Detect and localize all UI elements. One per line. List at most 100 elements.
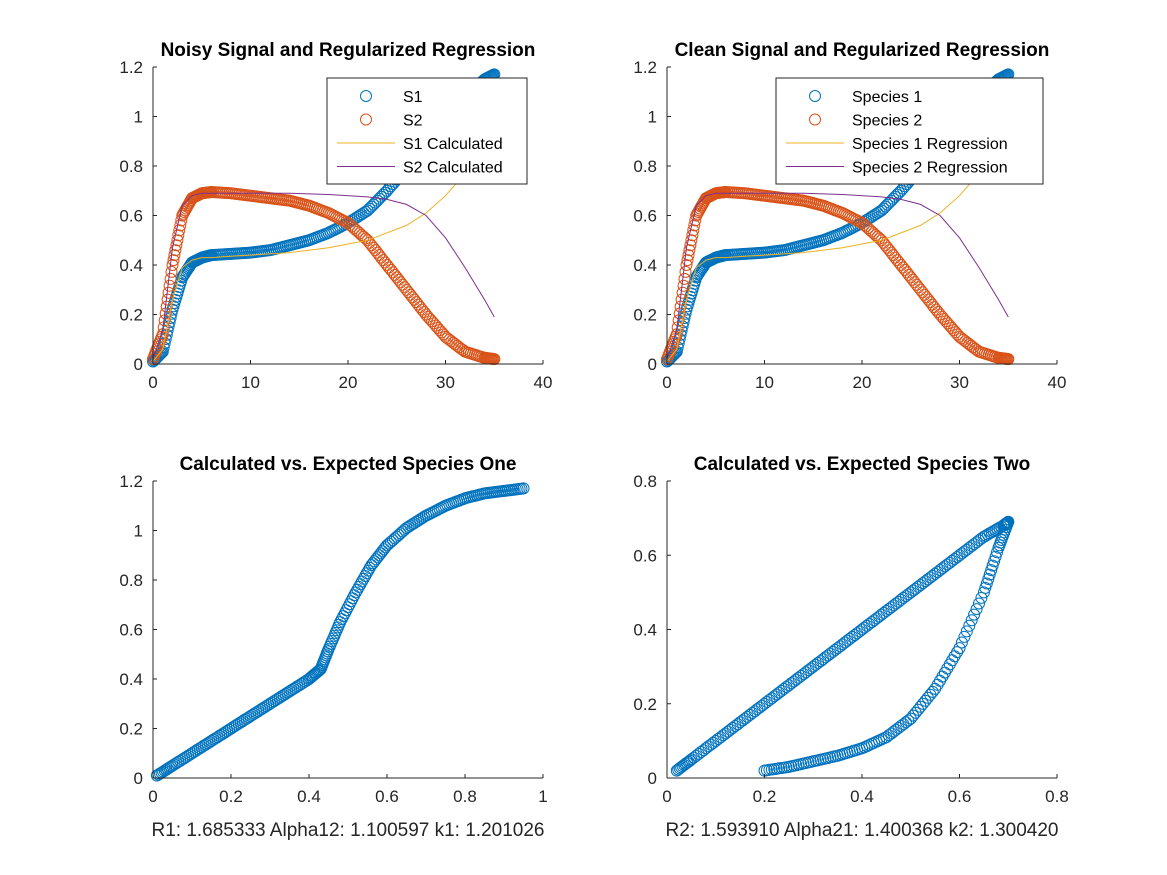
axes: 0 0.2 0.4 0.6 0.8 0 0.2 0.4 0.6 0.8 [633, 472, 1068, 806]
data-point [992, 541, 1005, 554]
data-point [986, 559, 999, 572]
data-point [172, 229, 185, 242]
legend-label: S1 [403, 89, 423, 106]
legend-entry: S2 Calculated [337, 160, 503, 177]
data-point [871, 207, 884, 219]
x-tick-label: 0 [662, 787, 671, 806]
data-point [165, 265, 178, 278]
y-tick-label: 1.2 [119, 472, 143, 491]
legend: S1 S2 S1 Calculated S2 Calculated [326, 77, 528, 185]
data-point [688, 219, 701, 232]
data-point [686, 229, 699, 242]
data-point [168, 249, 181, 262]
data-point [679, 265, 692, 278]
data-point [174, 219, 187, 232]
data-point [374, 547, 387, 560]
data-point [963, 619, 976, 632]
y-tick-label: 0 [648, 355, 657, 374]
data-point [684, 239, 697, 252]
y-tick-label: 0.4 [119, 670, 143, 689]
data-point [163, 279, 176, 292]
data-point [170, 239, 183, 252]
x-axis-label: R2: 1.593910 Alpha21: 1.400368 k2: 1.300… [665, 820, 1058, 841]
data-point [1002, 353, 1015, 366]
data-point [960, 625, 973, 638]
data-point [991, 546, 1003, 559]
series-line [152, 192, 495, 360]
series-3 [666, 192, 1009, 360]
data-point [488, 353, 501, 366]
legend-entry: S1 Calculated [337, 136, 503, 153]
x-tick-label: 0.4 [297, 787, 321, 806]
chart-title: Clean Signal and Regularized Regression [675, 40, 1050, 61]
data-point [953, 330, 966, 343]
plot-area [670, 515, 1015, 777]
data-point [687, 224, 700, 237]
legend-label: Species 2 [852, 113, 922, 130]
data-point [677, 279, 690, 292]
legend-label: S1 Calculated [403, 136, 503, 153]
data-point [421, 310, 434, 323]
y-tick-label: 0.4 [119, 256, 143, 275]
y-tick-label: 0 [134, 355, 143, 374]
legend-label: Species 2 Regression [852, 160, 1008, 177]
axes: 0 10 20 30 40 0 0.2 0.4 0.6 0.8 1 1.2 [633, 58, 1066, 392]
legend-label: S2 Calculated [403, 160, 503, 177]
x-tick-label: 30 [436, 373, 455, 392]
y-tick-label: 0.2 [633, 306, 657, 325]
y-tick-label: 0.4 [633, 621, 657, 640]
data-point [439, 330, 452, 343]
data-point [934, 308, 946, 321]
y-tick-label: 0 [134, 769, 143, 788]
subplot-noisy-signal: 0 10 20 30 40 0 0.2 0.4 0.6 0.8 1 1.2 Noisy Signal … [119, 40, 552, 392]
legend-entry: Species 2 Regression [786, 160, 1008, 177]
data-point [451, 339, 464, 352]
chart-title: Noisy Signal and Regularized Regression [161, 40, 536, 61]
data-point [455, 342, 468, 355]
series-line [152, 128, 495, 362]
data-point [367, 557, 379, 570]
data-point [441, 332, 454, 345]
data-point [175, 214, 188, 227]
x-tick-label: 0.6 [375, 787, 399, 806]
y-tick-label: 1 [134, 522, 143, 541]
x-tick-label: 0.6 [948, 787, 972, 806]
data-point [968, 608, 981, 621]
x-tick-label: 1 [538, 787, 547, 806]
y-tick-label: 0.2 [633, 695, 657, 714]
y-tick-label: 0.6 [119, 621, 143, 640]
y-tick-label: 0.2 [119, 720, 143, 739]
y-tick-label: 0.4 [633, 256, 657, 275]
series-2 [666, 128, 1009, 362]
x-tick-label: 0 [662, 373, 671, 392]
plot-area [661, 68, 1015, 368]
data-point [167, 254, 180, 267]
data-point [355, 208, 368, 221]
data-point [680, 259, 693, 271]
data-point [431, 321, 444, 334]
y-tick-label: 0.2 [119, 306, 143, 325]
data-point [683, 754, 696, 767]
x-tick-label: 0.4 [850, 787, 874, 806]
chart-title: Calculated vs. Expected Species One [180, 454, 517, 475]
data-point [416, 512, 429, 525]
data-point [969, 342, 982, 355]
data-point [937, 313, 950, 325]
data-point [373, 549, 386, 562]
x-tick-label: 10 [755, 373, 774, 392]
legend-entry: S2 [360, 113, 423, 130]
y-tick-label: 1.2 [633, 58, 657, 77]
data-point [423, 313, 436, 325]
data-point [955, 636, 968, 649]
x-tick-label: 0.8 [1045, 787, 1069, 806]
x-tick-label: 30 [950, 373, 969, 392]
data-point [166, 259, 179, 271]
x-tick-label: 40 [1048, 373, 1067, 392]
data-point [970, 603, 983, 616]
y-tick-label: 0.6 [633, 207, 657, 226]
data-point [683, 244, 696, 257]
y-tick-label: 0.6 [633, 546, 657, 565]
data-point [907, 709, 920, 722]
legend-entry: Species 1 Regression [786, 136, 1008, 153]
series-line [666, 128, 1009, 362]
